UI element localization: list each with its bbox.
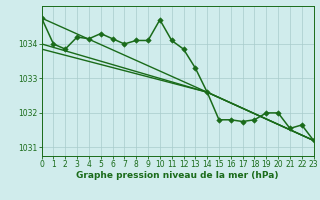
X-axis label: Graphe pression niveau de la mer (hPa): Graphe pression niveau de la mer (hPa) [76, 171, 279, 180]
